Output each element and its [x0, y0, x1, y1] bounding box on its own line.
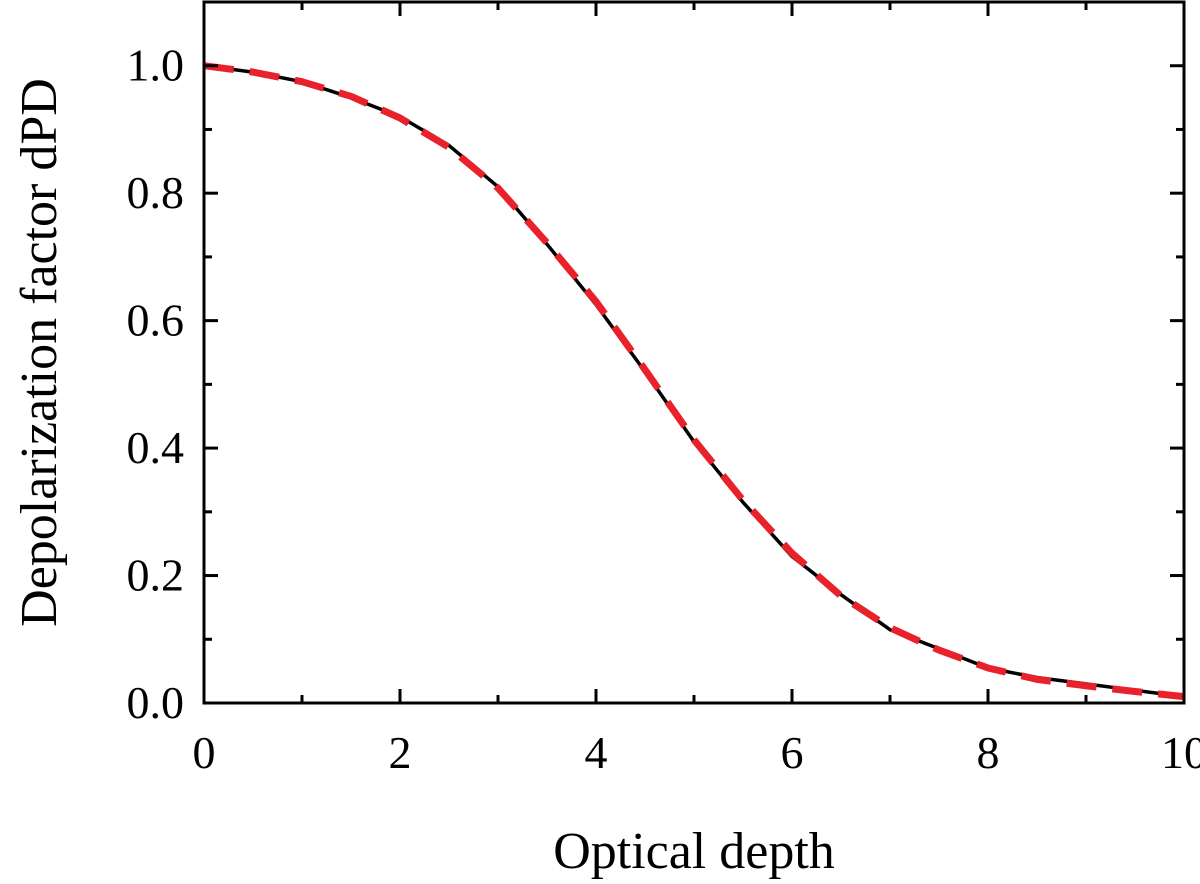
x-axis-title: Optical depth: [553, 823, 835, 880]
y-tick-label: 0.2: [127, 550, 185, 601]
tick-layer: 0 2 4 6 8 10 0.0 0.2 0.4 0.6 0.8 1.0: [127, 2, 1200, 778]
y-axis-title: Depolarization factor dPD: [11, 78, 68, 627]
y-tick-label: 0.4: [127, 422, 185, 473]
x-tick-label: 6: [781, 727, 804, 778]
plot-frame: [202, 0, 1186, 705]
x-tick-label: 2: [389, 727, 412, 778]
series-line-dashed: [203, 62, 1185, 701]
x-tick-label: 0: [193, 727, 216, 778]
series-line-solid: [203, 63, 1185, 699]
x-tick-label: 10: [1161, 727, 1200, 778]
x-tick-label: 4: [585, 727, 608, 778]
y-tick-label: 0.8: [127, 167, 185, 218]
y-tick-label: 0.0: [127, 677, 185, 728]
y-tick-label: 0.6: [127, 295, 185, 346]
x-tick-label: 8: [977, 727, 1000, 778]
series-layer: [203, 62, 1185, 701]
y-tick-label: 1.0: [127, 40, 185, 91]
